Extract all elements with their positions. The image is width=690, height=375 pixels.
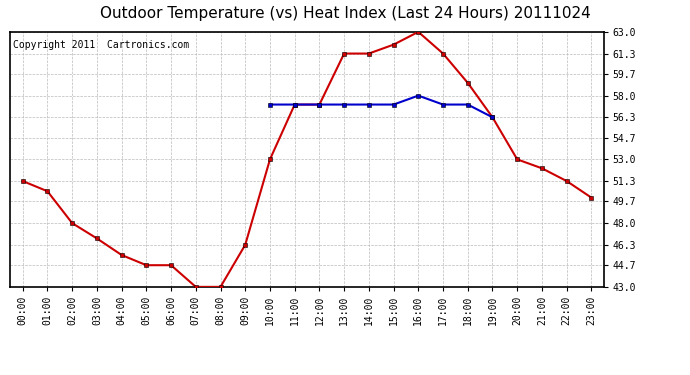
Text: Copyright 2011  Cartronics.com: Copyright 2011 Cartronics.com: [13, 39, 190, 50]
Text: Outdoor Temperature (vs) Heat Index (Last 24 Hours) 20111024: Outdoor Temperature (vs) Heat Index (Las…: [99, 6, 591, 21]
